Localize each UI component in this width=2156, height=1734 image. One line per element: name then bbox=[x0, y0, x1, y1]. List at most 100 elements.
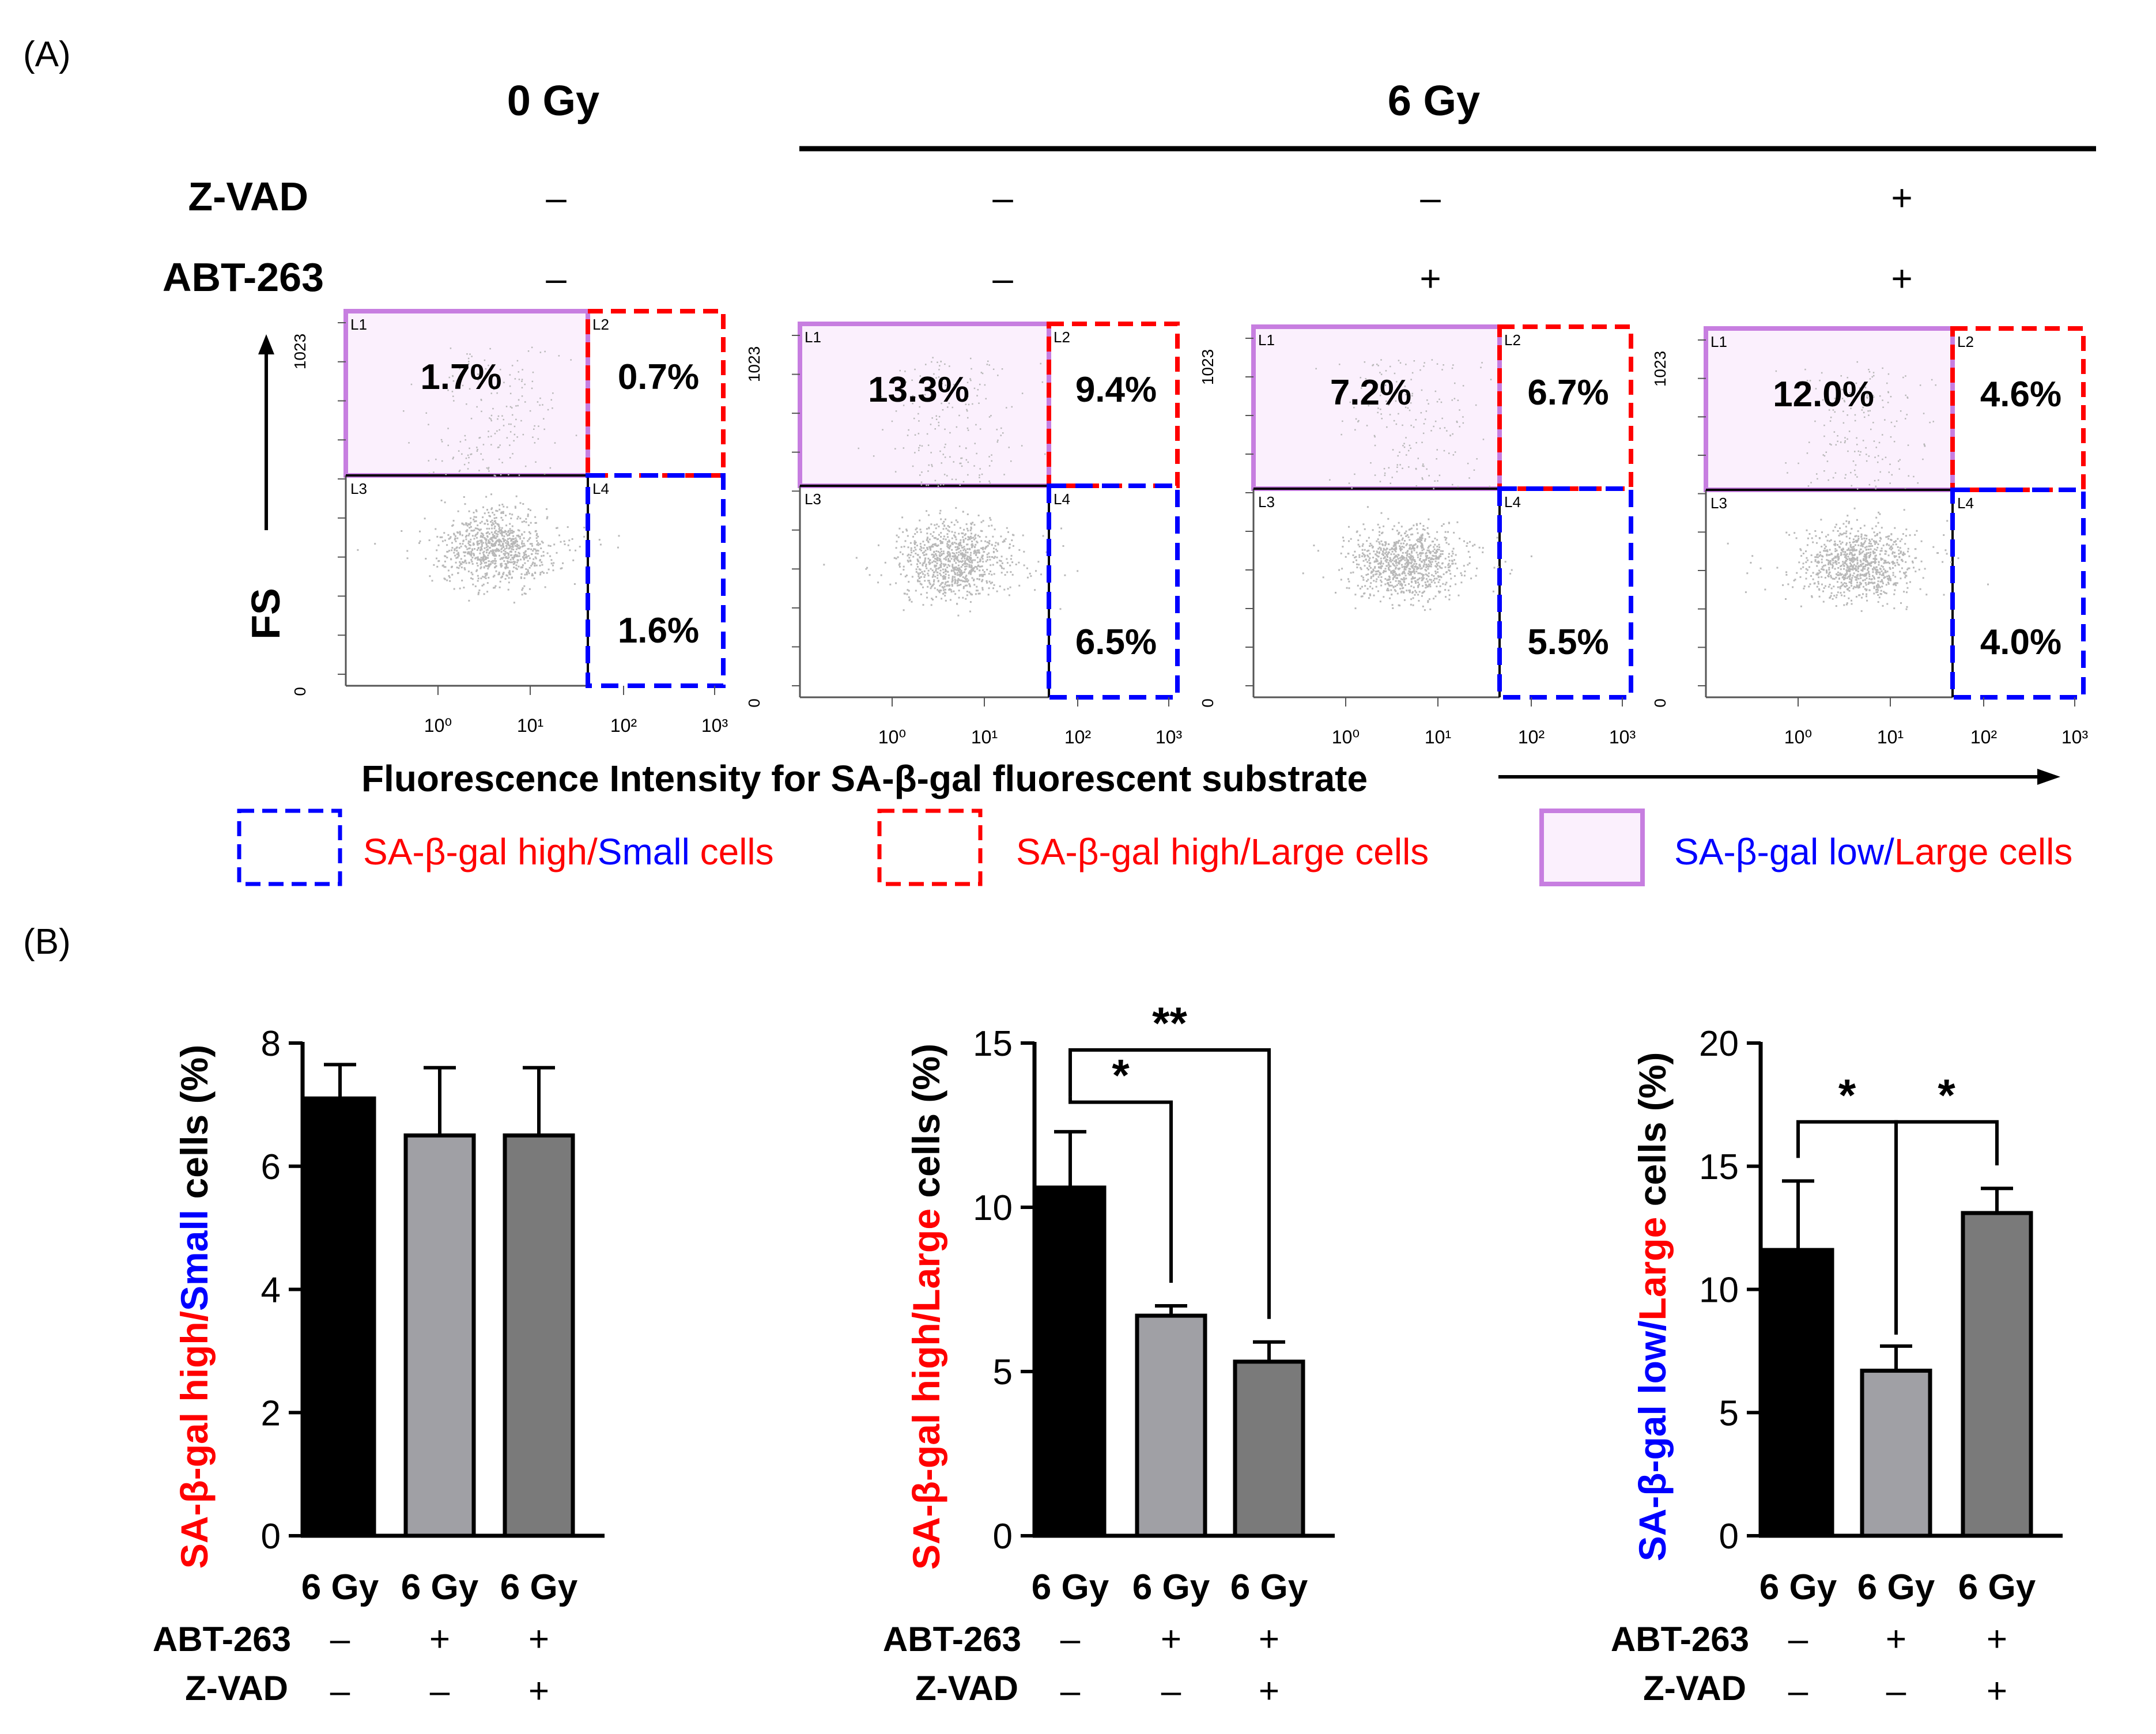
ytick-label: 6 bbox=[261, 1147, 281, 1187]
zvad-sign-0: – bbox=[1788, 1671, 1808, 1711]
gate-label-l3: L3 bbox=[805, 490, 821, 508]
bar-2 bbox=[1961, 1211, 2033, 1538]
pct-l2: 4.6% bbox=[1980, 375, 2061, 414]
gate-l1-region bbox=[1251, 324, 1502, 491]
xtick-label-0: 10⁰ bbox=[878, 727, 906, 747]
pct-l4: 1.6% bbox=[618, 611, 699, 651]
bar-0 bbox=[304, 1096, 376, 1538]
pct-l4: 4.0% bbox=[1980, 622, 2061, 662]
xtick-label-2: 10² bbox=[1970, 727, 1998, 747]
pct-l1: 7.2% bbox=[1330, 373, 1411, 413]
abt-sign-0: – bbox=[546, 258, 567, 299]
panel-label-b: (B) bbox=[23, 922, 71, 962]
zvad-sign-0: – bbox=[1060, 1671, 1081, 1711]
sig-label-1: * bbox=[1938, 1070, 1955, 1120]
zvad-sign-1: – bbox=[1886, 1671, 1906, 1711]
ytick-label: 8 bbox=[261, 1024, 281, 1064]
gate-label-l3: L3 bbox=[1258, 493, 1275, 511]
category-label-0: 6 Gy bbox=[301, 1567, 379, 1607]
flow-plot-3: L1 L2 L3 L4 12.0% 4.6% 4.0% 1023 0 10⁰ 10¹ 10² 10³ bbox=[1651, 326, 2089, 747]
abt-sign-2: + bbox=[1419, 258, 1441, 299]
zvad-sign-3: + bbox=[1891, 177, 1912, 218]
abt-sign-2: + bbox=[528, 1619, 549, 1659]
bar-chart-2: 0 5 10 15 20 6 Gy – – 6 Gy + – 6 Gy + + ABT-263 Z-VAD SA… bbox=[1611, 1024, 2063, 1711]
bar-0 bbox=[1034, 1185, 1107, 1538]
ytick-label: 2 bbox=[261, 1393, 281, 1433]
sig-label-0: * bbox=[1838, 1070, 1856, 1120]
ytick-label: 15 bbox=[973, 1024, 1013, 1064]
sig-label-0: * bbox=[1112, 1050, 1130, 1101]
category-label-1: 6 Gy bbox=[1132, 1567, 1210, 1607]
category-label-1: 6 Gy bbox=[401, 1567, 479, 1607]
xtick-label-2: 10² bbox=[610, 715, 637, 736]
pct-l2: 6.7% bbox=[1527, 373, 1608, 413]
xtick-label-0: 10⁰ bbox=[1332, 727, 1360, 747]
sig-bracket-1 bbox=[1894, 1120, 1999, 1335]
xtick-label-3: 10³ bbox=[701, 715, 728, 736]
panel-label-a: (A) bbox=[23, 35, 71, 74]
ytick-bottom: 0 bbox=[1199, 698, 1217, 708]
flow-plot-2: L1 L2 L3 L4 7.2% 6.7% 5.5% 1023 0 10⁰ 10¹ 10² 10³ bbox=[1199, 324, 1636, 747]
sig-bracket-1 bbox=[1068, 1048, 1271, 1319]
sig-bracket-0 bbox=[1068, 1097, 1173, 1283]
category-label-0: 6 Gy bbox=[1759, 1567, 1837, 1607]
gate-label-l4: L4 bbox=[1504, 493, 1521, 511]
gate-l2-box bbox=[586, 309, 726, 478]
ytick-label: 0 bbox=[261, 1517, 281, 1557]
abt-sign-0: – bbox=[1788, 1619, 1808, 1659]
category-label-2: 6 Gy bbox=[500, 1567, 578, 1607]
category-label-0: 6 Gy bbox=[1032, 1567, 1109, 1607]
legend-text-small: SA-β-gal high/Small cells bbox=[363, 831, 774, 872]
pct-l1: 1.7% bbox=[420, 357, 501, 397]
row-label-zvad: Z-VAD bbox=[915, 1669, 1018, 1707]
gate-l1-region bbox=[1704, 326, 1955, 492]
gate-label-l1: L1 bbox=[1258, 331, 1275, 349]
gate-label-l4: L4 bbox=[1957, 494, 1974, 512]
gate-l4-box bbox=[586, 473, 726, 688]
gate-label-l1: L1 bbox=[1711, 333, 1727, 350]
ytick-label: 5 bbox=[1719, 1393, 1739, 1433]
zvad-sign-1: – bbox=[430, 1671, 450, 1711]
ytick-bottom: 0 bbox=[1651, 698, 1669, 708]
flow-xlabel: Fluorescence Intensity for SA-β-gal fluo… bbox=[361, 758, 1368, 799]
abt-sign-1: + bbox=[429, 1619, 450, 1659]
legend-box-small bbox=[237, 809, 342, 886]
xtick-label-3: 10³ bbox=[1609, 727, 1636, 747]
gate-label-l3: L3 bbox=[1711, 494, 1727, 512]
flow-plot-0: L1 L2 L3 L4 1.7% 0.7% 1.6% 1023 0 10⁰ 10¹ 10² 10³ bbox=[291, 309, 728, 736]
flow-plot-1: L1 L2 L3 L4 13.3% 9.4% 6.5% 1023 0 10⁰ 10¹ 10² 10³ bbox=[745, 322, 1182, 747]
legend-box-large-high bbox=[877, 809, 983, 886]
ytick-label: 0 bbox=[993, 1517, 1013, 1557]
xtick-label-0: 10⁰ bbox=[424, 715, 452, 736]
ytick-label: 15 bbox=[1699, 1147, 1739, 1187]
abt-sign-1: + bbox=[1161, 1619, 1181, 1659]
flow-x-arrow-head bbox=[2037, 769, 2060, 785]
pct-l1: 13.3% bbox=[868, 370, 969, 410]
pct-l4: 5.5% bbox=[1527, 622, 1608, 662]
legend-box-large-low bbox=[1539, 809, 1645, 886]
ytick-bottom: 0 bbox=[745, 698, 763, 708]
ytick-label: 10 bbox=[973, 1188, 1013, 1228]
category-label-2: 6 Gy bbox=[1958, 1567, 2036, 1607]
header-6gy: 6 Gy bbox=[1388, 77, 1480, 124]
abt-sign-0: – bbox=[330, 1619, 350, 1659]
legend-text-large-high: SA-β-gal high/Large cells bbox=[1016, 831, 1429, 872]
gate-l4-box bbox=[1950, 488, 2086, 700]
legend: SA-β-gal high/Small cells SA-β-gal high/… bbox=[237, 809, 2072, 886]
bar-1 bbox=[1860, 1369, 1932, 1538]
ytick-top: 1023 bbox=[291, 334, 309, 369]
row-label-abt: ABT-263 bbox=[1611, 1620, 1749, 1659]
ytick-top: 1023 bbox=[1651, 351, 1669, 387]
gate-label-l1: L1 bbox=[350, 316, 367, 333]
abt-sign-1: + bbox=[1886, 1619, 1906, 1659]
header-0gy: 0 Gy bbox=[507, 77, 599, 124]
bar-2 bbox=[1233, 1359, 1305, 1538]
row-label-abt: ABT-263 bbox=[153, 1620, 291, 1659]
row-label-zvad: Z-VAD bbox=[185, 1669, 288, 1707]
xtick-label-3: 10³ bbox=[2061, 727, 2089, 747]
pct-l2: 0.7% bbox=[618, 357, 699, 397]
zvad-sign-2: – bbox=[1420, 177, 1441, 218]
gate-l4-box bbox=[1497, 486, 1633, 700]
gate-l1-region bbox=[798, 322, 1051, 488]
ytick-label: 20 bbox=[1699, 1024, 1739, 1064]
